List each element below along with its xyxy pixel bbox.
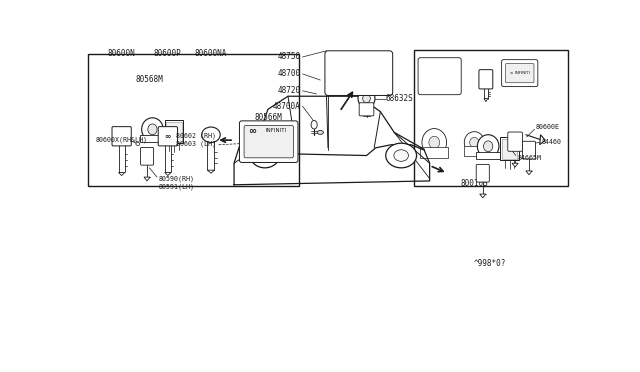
Ellipse shape <box>386 143 417 168</box>
Text: 80600NA: 80600NA <box>195 49 227 58</box>
Bar <box>476 152 500 159</box>
Polygon shape <box>164 173 171 176</box>
Ellipse shape <box>281 140 285 146</box>
Text: 80591(LH): 80591(LH) <box>159 183 195 190</box>
FancyBboxPatch shape <box>141 147 154 165</box>
FancyBboxPatch shape <box>244 125 293 158</box>
Text: 84665M: 84665M <box>517 155 541 161</box>
Polygon shape <box>207 170 214 173</box>
Bar <box>166 122 182 142</box>
Bar <box>414 50 568 186</box>
Bar <box>365 75 382 84</box>
Ellipse shape <box>363 94 371 103</box>
Text: 80600X(RH&LH): 80600X(RH&LH) <box>95 137 147 143</box>
Bar <box>502 139 517 158</box>
Polygon shape <box>118 173 125 176</box>
Ellipse shape <box>394 150 408 161</box>
Text: 80600E: 80600E <box>536 124 560 130</box>
Text: 68632S: 68632S <box>386 94 413 103</box>
Text: ∞: ∞ <box>248 126 257 136</box>
Text: 80600N: 80600N <box>108 49 136 58</box>
Ellipse shape <box>317 131 323 134</box>
Bar <box>463 146 486 155</box>
Text: 48700: 48700 <box>277 70 300 78</box>
Ellipse shape <box>202 127 220 142</box>
Text: 48700A: 48700A <box>273 102 300 111</box>
Bar <box>342 67 353 73</box>
Text: 80590(RH): 80590(RH) <box>159 175 195 182</box>
Text: 84460: 84460 <box>542 140 562 145</box>
FancyBboxPatch shape <box>522 141 536 159</box>
Polygon shape <box>144 177 150 181</box>
FancyBboxPatch shape <box>239 121 298 163</box>
Polygon shape <box>484 99 488 102</box>
Ellipse shape <box>424 64 440 83</box>
Text: 80566M: 80566M <box>255 112 283 122</box>
FancyBboxPatch shape <box>359 103 374 116</box>
FancyBboxPatch shape <box>112 126 131 146</box>
Polygon shape <box>526 171 532 175</box>
Bar <box>435 68 454 78</box>
Ellipse shape <box>464 132 484 153</box>
Text: ^998*0?: ^998*0? <box>474 259 506 268</box>
FancyBboxPatch shape <box>479 70 493 89</box>
Bar <box>363 58 387 75</box>
Bar <box>140 135 164 142</box>
Polygon shape <box>512 163 518 167</box>
Text: ∞ INFINITI: ∞ INFINITI <box>511 71 531 75</box>
Ellipse shape <box>250 143 280 168</box>
Text: 80010S: 80010S <box>460 179 488 188</box>
Ellipse shape <box>358 89 375 108</box>
Bar <box>420 147 448 158</box>
Ellipse shape <box>136 142 140 145</box>
Ellipse shape <box>428 68 436 78</box>
Ellipse shape <box>422 129 447 156</box>
Ellipse shape <box>484 141 493 152</box>
FancyBboxPatch shape <box>476 164 490 182</box>
Bar <box>118 133 125 141</box>
Polygon shape <box>480 194 486 198</box>
Text: ∞: ∞ <box>164 132 171 141</box>
FancyBboxPatch shape <box>508 132 522 151</box>
Bar <box>88 54 299 186</box>
Ellipse shape <box>470 137 479 147</box>
Ellipse shape <box>311 121 317 129</box>
FancyBboxPatch shape <box>502 60 538 87</box>
Text: 80603 (LH): 80603 (LH) <box>175 141 216 147</box>
FancyBboxPatch shape <box>158 126 177 146</box>
Ellipse shape <box>337 57 358 81</box>
Bar <box>164 120 183 143</box>
Text: 80568M: 80568M <box>136 75 163 84</box>
Ellipse shape <box>279 137 288 150</box>
Text: 48750: 48750 <box>277 52 300 61</box>
Text: 80602 (RH): 80602 (RH) <box>175 132 216 139</box>
FancyBboxPatch shape <box>325 51 393 96</box>
Ellipse shape <box>141 118 163 141</box>
Ellipse shape <box>477 135 499 158</box>
Ellipse shape <box>258 150 272 161</box>
Text: INFINITI: INFINITI <box>266 128 287 134</box>
FancyBboxPatch shape <box>418 58 461 95</box>
Ellipse shape <box>440 59 451 67</box>
Text: 48720: 48720 <box>277 86 300 95</box>
Text: 80600P: 80600P <box>154 49 182 58</box>
Ellipse shape <box>148 124 157 135</box>
Ellipse shape <box>429 136 440 148</box>
FancyBboxPatch shape <box>506 64 534 83</box>
Polygon shape <box>540 135 545 145</box>
Ellipse shape <box>342 63 353 76</box>
Bar <box>500 137 519 160</box>
